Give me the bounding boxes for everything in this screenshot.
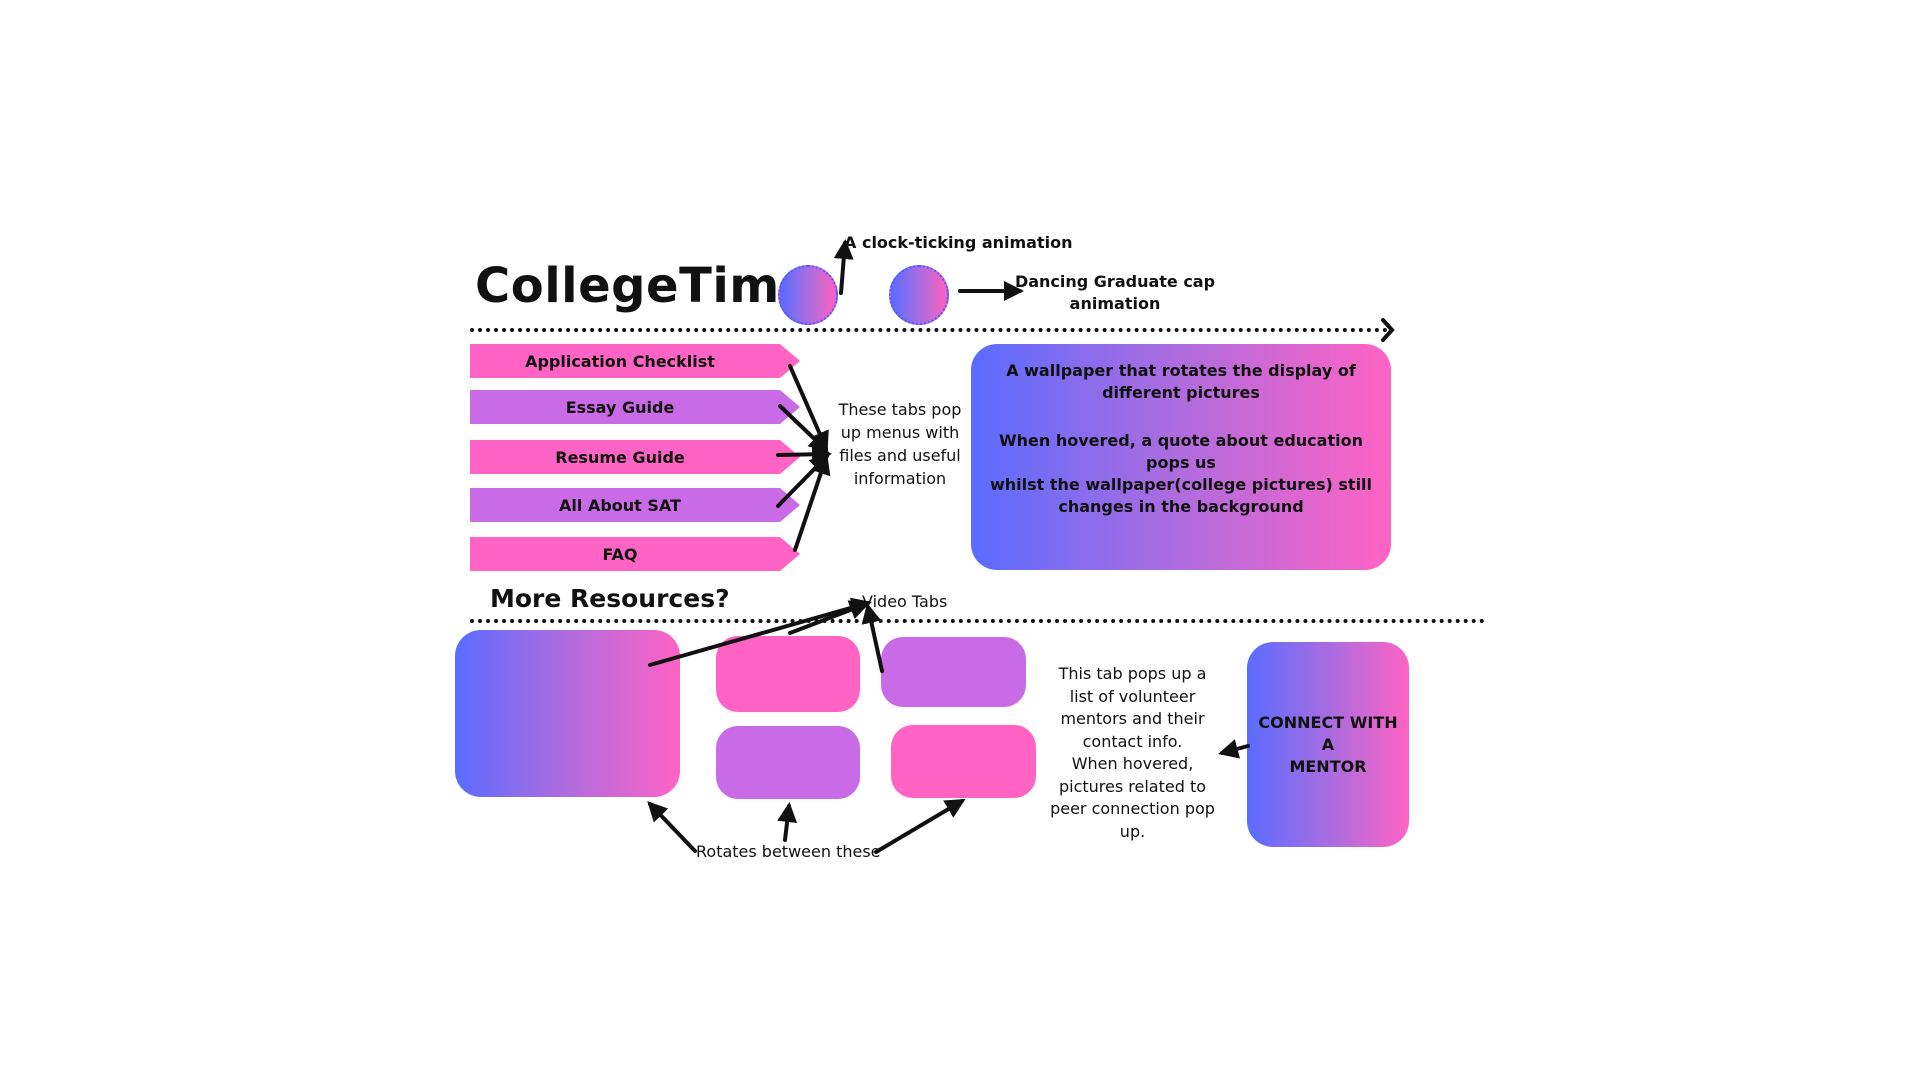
header-divider <box>470 328 1388 332</box>
mentor-note-line: contact info. <box>1082 731 1183 751</box>
cap-note-line: animation <box>1069 294 1161 313</box>
video-tab-1[interactable] <box>716 636 860 712</box>
tab-faq[interactable]: FAQ <box>470 537 800 571</box>
clock-animation-icon <box>778 265 838 325</box>
arrow-mentor <box>1218 739 1250 759</box>
mentor-note-line: list of volunteer <box>1069 686 1196 706</box>
tab-application-checklist[interactable]: Application Checklist <box>470 344 800 378</box>
tabs-note-line: up menus with <box>840 423 960 442</box>
tab-all-about-sat[interactable]: All About SAT <box>470 488 800 522</box>
mentor-note-line: mentors and their <box>1060 709 1205 728</box>
arrow-rotate-featured <box>647 801 697 853</box>
video-tabs-note: Video Tabs <box>862 592 948 611</box>
rotating-wallpaper[interactable]: A wallpaper that rotates the display of … <box>971 344 1391 570</box>
tabs-note-line: These tabs pop <box>838 400 962 419</box>
arrow-rotate-tab-3 <box>777 802 798 842</box>
more-resources-heading: More Resources? <box>490 584 730 613</box>
resources-divider <box>470 619 1485 623</box>
cap-animation-note: Dancing Graduate cap animation <box>1010 271 1220 315</box>
tabs-note-line: files and useful <box>839 446 961 465</box>
wallpaper-text-line: changes in the background <box>1058 497 1304 516</box>
wallpaper-text-line: When hovered, a quote about education po… <box>999 431 1363 472</box>
arrow-video-tab-2 <box>861 603 884 673</box>
mentor-note-line: peer connection pop <box>1050 799 1215 818</box>
mentor-button-label: CONNECT WITH A <box>1258 712 1398 754</box>
connect-with-mentor-button[interactable]: CONNECT WITH A MENTOR <box>1247 642 1409 847</box>
rotates-note: Rotates between these <box>696 842 881 861</box>
arrow-rotate-tab-4 <box>874 798 966 854</box>
arrow-tab-5 <box>793 454 831 552</box>
video-tab-4[interactable] <box>891 725 1036 798</box>
tabs-note-line: information <box>853 469 947 488</box>
video-tab-3[interactable] <box>716 726 860 799</box>
clock-animation-note: A clock-ticking animation <box>844 233 1073 252</box>
wallpaper-text-line: different pictures <box>1102 383 1260 402</box>
cap-note-line: Dancing Graduate cap <box>1014 272 1216 291</box>
wallpaper-text-line: whilst the wallpaper(college pictures) s… <box>989 475 1373 494</box>
mentor-note-line: When hovered, <box>1071 754 1194 773</box>
wallpaper-text-line: A wallpaper that rotates the display of <box>1006 361 1356 380</box>
video-tab-2[interactable] <box>881 637 1026 707</box>
tab-essay-guide[interactable]: Essay Guide <box>470 390 800 424</box>
mentor-note-line: pictures related to <box>1058 776 1207 796</box>
mentor-note-line: This tab pops up a <box>1058 664 1207 683</box>
mentor-note: This tab pops up a list of volunteer men… <box>1045 663 1220 843</box>
featured-video-tab[interactable] <box>455 630 680 797</box>
tabs-note: These tabs pop up menus with files and u… <box>830 398 970 490</box>
graduate-cap-animation-icon <box>889 265 949 325</box>
page-title: CollegeTime <box>475 258 813 314</box>
tab-resume-guide[interactable]: Resume Guide <box>470 440 800 474</box>
mentor-button-label: MENTOR <box>1289 756 1367 776</box>
mentor-note-line: up. <box>1119 821 1146 841</box>
